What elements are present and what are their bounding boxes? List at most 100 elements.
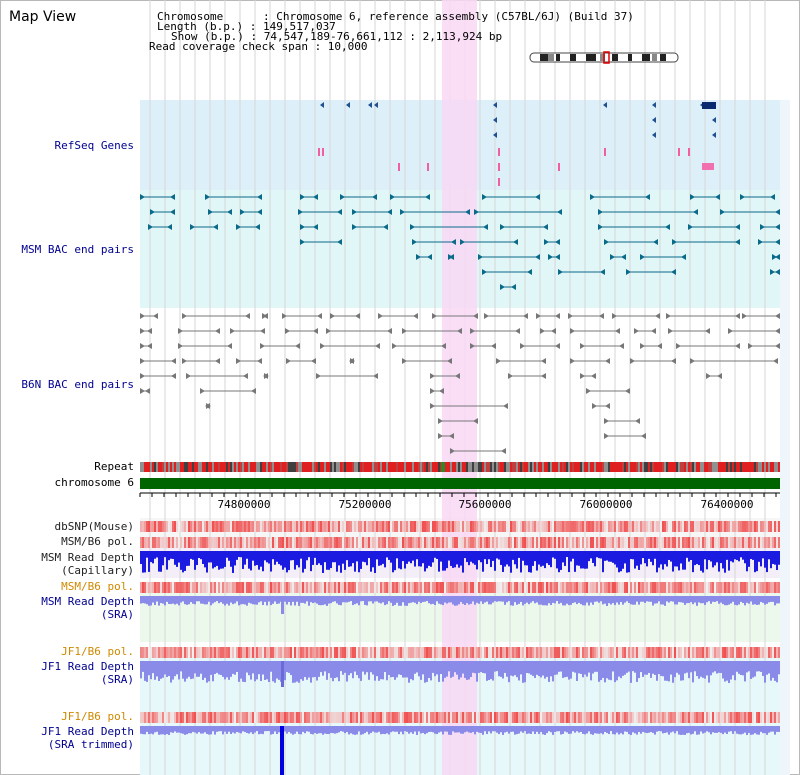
jf1-b6-pol-heat-cell	[500, 647, 502, 658]
jf1-depth-sra-bar	[484, 661, 486, 674]
jf1-depth-trimmed-bar	[472, 726, 474, 733]
repeat-segment	[770, 462, 772, 472]
msm-depth-sra-bar	[142, 596, 144, 604]
jf1-b6-pol-heat-cell	[372, 647, 374, 658]
jf1-depth-sra-bar	[184, 661, 186, 682]
msm-b6-pol-heat-cell	[450, 582, 452, 593]
msm-b6-pol-heat-cell	[310, 582, 312, 593]
msm-depth-capillary-bar	[708, 551, 710, 561]
jf1-depth-sra-bar	[490, 661, 492, 680]
track-label-msm-bac[interactable]: MSM BAC end pairs	[21, 243, 134, 256]
jf1-b6-pol-heat-cell	[542, 647, 544, 658]
msm-b6-pol-heat-cell	[340, 537, 342, 548]
dbsnp-heat-cell	[236, 521, 238, 532]
msm-depth-capillary-bar	[320, 551, 322, 566]
dbsnp-heat-cell	[770, 521, 772, 532]
jf1-b6-pol-heat-cell	[348, 647, 350, 658]
dbsnp-heat-cell	[688, 521, 690, 532]
msm-b6-pol-heat-cell	[338, 537, 340, 548]
jf1-b6-pol-heat-cell	[312, 712, 314, 723]
jf1-depth-trimmed-bar	[354, 726, 356, 735]
jf1-b6-pol-heat-cell	[374, 712, 376, 723]
b6n-bac-pair-end	[641, 433, 646, 439]
msm-depth-sra-bar	[764, 596, 766, 605]
jf1-depth-trimmed-bar	[306, 726, 308, 732]
msm-b6-pol-heat-cell	[144, 582, 146, 593]
msm-b6-pol-heat-cell	[260, 537, 262, 548]
msm-b6-pol-heat-cell	[720, 582, 722, 593]
msm-depth-capillary-bar	[336, 551, 338, 572]
jf1-b6-pol-heat-cell	[414, 647, 416, 658]
msm-depth-sra-bar	[368, 596, 370, 602]
dbsnp-heat-cell	[670, 521, 672, 532]
dbsnp-heat-cell	[180, 521, 182, 532]
track-label-msm-depth-capillary: MSM Read Depth	[41, 551, 134, 564]
msm-b6-pol-heat-cell	[730, 537, 732, 548]
jf1-depth-trimmed-bar	[352, 726, 354, 735]
jf1-b6-pol-heat-cell	[250, 712, 252, 723]
track-label-jf1-depth-sra: JF1 Read Depth	[41, 660, 134, 673]
msm-b6-pol-heat-cell	[148, 582, 150, 593]
b6n-bac-pair-end	[775, 343, 780, 349]
repeat-segment	[366, 462, 368, 472]
jf1-b6-pol-heat-cell	[362, 647, 364, 658]
jf1-b6-pol-heat-cell	[748, 712, 750, 723]
msm-b6-pol-heat-cell	[690, 582, 692, 593]
msm-depth-capillary-bar	[394, 551, 396, 571]
msm-depth-sra-bar	[614, 596, 616, 606]
jf1-depth-sra-bar	[220, 661, 222, 676]
dbsnp-heat-cell	[776, 521, 778, 532]
jf1-depth-sra-bar	[464, 661, 466, 678]
jf1-depth-sra-bar	[590, 661, 592, 681]
dbsnp-heat-cell	[386, 521, 388, 532]
msm-b6-pol-heat-cell	[208, 582, 210, 593]
repeat-segment	[294, 462, 296, 472]
msm-b6-pol-heat-cell	[548, 582, 550, 593]
jf1-b6-pol-heat-cell	[776, 712, 778, 723]
msm-b6-pol-heat-cell	[590, 537, 592, 548]
b6n-bac-pair-end	[375, 343, 380, 349]
msm-depth-capillary-bar	[404, 551, 406, 569]
track-label-jf1-depth-trimmed: JF1 Read Depth	[41, 725, 134, 738]
msm-b6-pol-heat-cell	[312, 582, 314, 593]
msm-b6-pol-heat-cell	[766, 582, 768, 593]
axis-tick-label: 76400000	[700, 498, 754, 511]
jf1-b6-pol-heat-cell	[522, 712, 524, 723]
jf1-b6-pol-heat-cell	[320, 647, 322, 658]
msm-depth-capillary-bar	[698, 551, 700, 566]
jf1-depth-trimmed-bar	[774, 726, 776, 735]
msm-b6-pol-heat-cell	[632, 582, 634, 593]
dbsnp-heat-cell	[304, 521, 306, 532]
refseq-gene-mark	[498, 148, 500, 156]
msm-depth-sra-bar	[580, 596, 582, 605]
msm-b6-pol-heat-cell	[162, 537, 164, 548]
jf1-depth-sra-bar	[232, 661, 234, 674]
msm-b6-pol-heat-cell	[370, 582, 372, 593]
msm-depth-sra-bar	[506, 596, 508, 603]
track-label-refseq-genes[interactable]: RefSeq Genes	[54, 139, 134, 152]
msm-depth-capillary-bar	[592, 551, 594, 563]
jf1-depth-sra-bar	[470, 661, 472, 677]
refseq-gene-arrow	[652, 102, 656, 108]
jf1-b6-pol-heat-cell	[396, 647, 398, 658]
b6n-bac-pair-end	[316, 373, 321, 379]
dbsnp-heat-cell	[750, 521, 752, 532]
jf1-depth-trimmed-bar	[752, 726, 754, 735]
msm-b6-pol-heat-cell	[188, 537, 190, 548]
msm-depth-capillary-bar	[390, 551, 392, 563]
jf1-b6-pol-heat-cell	[606, 647, 608, 658]
msm-bac-pair-end	[500, 224, 505, 230]
msm-bac-pair-end	[720, 209, 725, 215]
jf1-b6-pol-heat-cell	[434, 647, 436, 658]
jf1-b6-pol-heat-cell	[158, 647, 160, 658]
msm-b6-pol-heat-cell	[466, 582, 468, 593]
repeat-segment	[584, 462, 586, 472]
jf1-depth-sra-bar	[404, 661, 406, 678]
msm-b6-pol-heat-cell	[428, 582, 430, 593]
repeat-segment	[506, 462, 508, 472]
msm-b6-pol-heat-cell	[354, 582, 356, 593]
track-label-b6n-bac[interactable]: B6N BAC end pairs	[21, 378, 134, 391]
dbsnp-heat-cell	[416, 521, 418, 532]
msm-depth-sra-bar	[584, 596, 586, 606]
